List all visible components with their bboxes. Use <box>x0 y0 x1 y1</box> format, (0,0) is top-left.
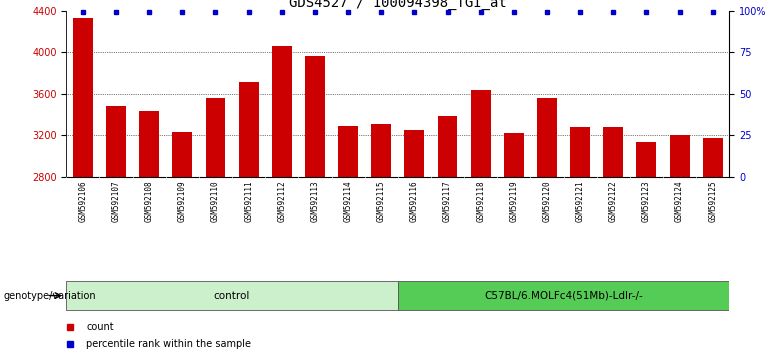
Bar <box>206 98 225 177</box>
Bar <box>271 46 292 177</box>
Text: GSM592123: GSM592123 <box>642 180 651 222</box>
Text: GSM592116: GSM592116 <box>410 180 419 222</box>
Text: GSM592107: GSM592107 <box>112 180 121 222</box>
Bar <box>404 130 424 177</box>
Bar <box>669 135 690 177</box>
Bar <box>66 281 398 310</box>
Text: GSM592121: GSM592121 <box>576 180 585 222</box>
Bar <box>398 281 729 310</box>
Text: GSM592122: GSM592122 <box>608 180 618 222</box>
Bar <box>371 125 391 177</box>
Bar <box>239 82 259 177</box>
Bar <box>106 106 126 177</box>
Text: count: count <box>87 322 114 332</box>
Bar <box>703 138 723 177</box>
Text: GSM592120: GSM592120 <box>542 180 551 222</box>
Text: GSM592115: GSM592115 <box>377 180 386 222</box>
Bar <box>438 116 457 177</box>
Text: genotype/variation: genotype/variation <box>4 291 97 301</box>
Text: GSM592124: GSM592124 <box>675 180 684 222</box>
Bar <box>636 142 657 177</box>
Text: GSM592110: GSM592110 <box>211 180 220 222</box>
Bar <box>339 126 358 177</box>
Title: GDS4527 / 100094398_TGI_at: GDS4527 / 100094398_TGI_at <box>289 0 507 10</box>
Bar <box>305 56 324 177</box>
Text: control: control <box>214 291 250 301</box>
Text: GSM592119: GSM592119 <box>509 180 519 222</box>
Bar <box>504 133 524 177</box>
Text: percentile rank within the sample: percentile rank within the sample <box>87 339 251 349</box>
Text: GSM592109: GSM592109 <box>178 180 187 222</box>
Text: GSM592125: GSM592125 <box>708 180 718 222</box>
Text: GSM592113: GSM592113 <box>310 180 320 222</box>
Bar <box>172 132 192 177</box>
Text: GSM592117: GSM592117 <box>443 180 452 222</box>
Bar <box>570 127 590 177</box>
Bar <box>140 112 159 177</box>
Bar <box>537 98 557 177</box>
Bar <box>470 90 491 177</box>
Text: C57BL/6.MOLFc4(51Mb)-Ldlr-/-: C57BL/6.MOLFc4(51Mb)-Ldlr-/- <box>484 291 643 301</box>
Text: GSM592108: GSM592108 <box>144 180 154 222</box>
Text: GSM592112: GSM592112 <box>277 180 286 222</box>
Text: GSM592111: GSM592111 <box>244 180 254 222</box>
Bar <box>73 18 93 177</box>
Text: GSM592114: GSM592114 <box>343 180 353 222</box>
Text: GSM592106: GSM592106 <box>78 180 87 222</box>
Text: GSM592118: GSM592118 <box>476 180 485 222</box>
Bar <box>603 127 623 177</box>
